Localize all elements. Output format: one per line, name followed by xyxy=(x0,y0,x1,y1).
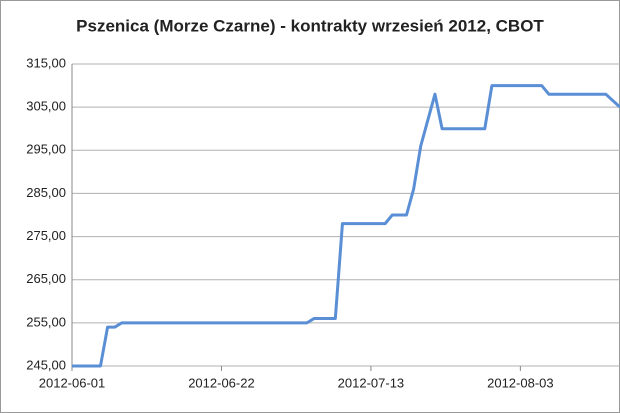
y-tick-label: 315,00 xyxy=(26,55,66,70)
y-tick-label: 285,00 xyxy=(26,185,66,200)
data-line xyxy=(72,84,620,368)
x-tick-label: 2012-06-01 xyxy=(39,375,106,390)
x-tick-label: 2012-07-13 xyxy=(338,375,405,390)
x-tick-label: 2012-08-03 xyxy=(487,375,554,390)
y-tick-label: 265,00 xyxy=(26,271,66,286)
x-tick-label: 2012-06-22 xyxy=(188,375,255,390)
y-tick-label: 275,00 xyxy=(26,228,66,243)
y-tick-label: 245,00 xyxy=(26,357,66,372)
y-tick-label: 255,00 xyxy=(26,314,66,329)
y-tick-label: 305,00 xyxy=(26,99,66,114)
chart-title: Pszenica (Morze Czarne) - kontrakty wrze… xyxy=(76,16,544,35)
y-tick-label: 295,00 xyxy=(26,142,66,157)
